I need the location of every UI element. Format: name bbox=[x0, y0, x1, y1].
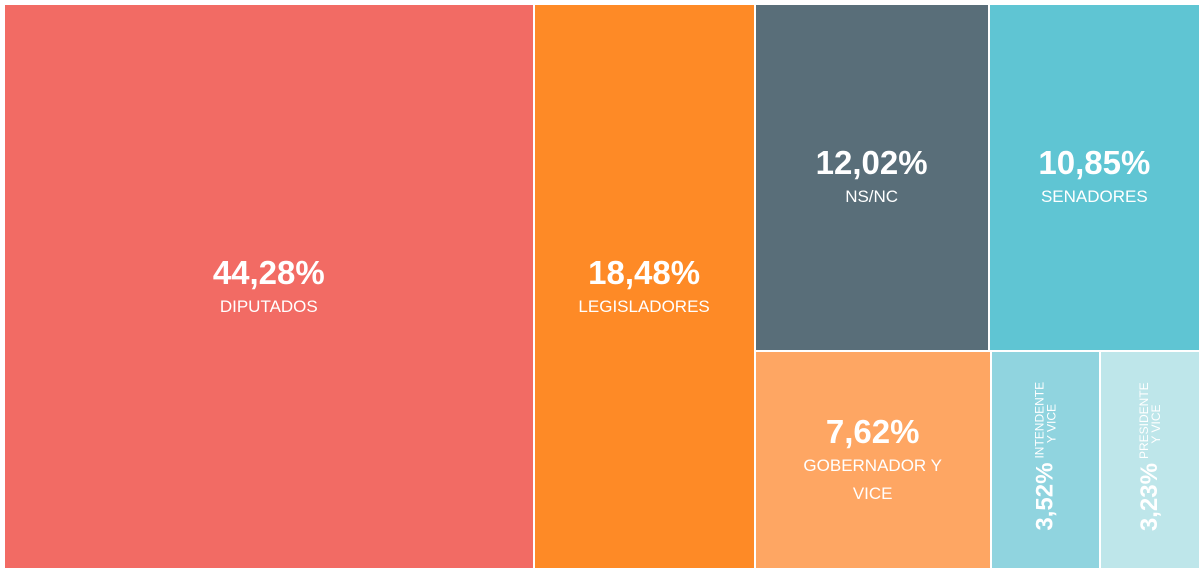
value-label: 3,23% bbox=[1135, 462, 1163, 532]
tile-label: 12,02% NS/NC bbox=[766, 5, 978, 350]
value-label: 12,02% bbox=[815, 144, 928, 182]
tile: 3,52% INTENDENTE Y VICE bbox=[991, 351, 1099, 568]
category-label: GOBERNADOR Y VICE bbox=[803, 455, 942, 503]
category-label: SENADORES bbox=[1040, 187, 1148, 207]
tile: 10,85% SENADORES bbox=[989, 5, 1199, 350]
tile-label: 3,23% PRESIDENTE Y VICE bbox=[1101, 352, 1199, 568]
tile-label: 10,85% SENADORES bbox=[1000, 5, 1189, 350]
tile-label: 18,48% LEGISLADORES bbox=[545, 5, 744, 568]
tile-label: 44,28% DIPUTADOS bbox=[15, 5, 523, 568]
tile: 3,23% PRESIDENTE Y VICE bbox=[1100, 351, 1199, 568]
category-label: DIPUTADOS bbox=[219, 296, 318, 316]
value-label: 18,48% bbox=[588, 253, 701, 291]
tile: 44,28% DIPUTADOS bbox=[5, 5, 533, 568]
value-label: 44,28% bbox=[212, 253, 325, 291]
value-label: 7,62% bbox=[825, 412, 920, 450]
tile: 12,02% NS/NC bbox=[755, 5, 988, 350]
tile-label: 7,62% GOBERNADOR Y VICE bbox=[766, 352, 980, 568]
category-label: NS/NC bbox=[845, 187, 899, 207]
category-label: LEGISLADORES bbox=[578, 296, 710, 316]
tile-label: 3,52% INTENDENTE Y VICE bbox=[992, 352, 1099, 568]
value-label: 3,52% bbox=[1031, 462, 1059, 532]
tile: 7,62% GOBERNADOR Y VICE bbox=[755, 351, 990, 568]
category-label: PRESIDENTE Y VICE bbox=[1136, 382, 1163, 459]
tile: 18,48% LEGISLADORES bbox=[534, 5, 754, 568]
value-label: 10,85% bbox=[1038, 144, 1151, 182]
category-label: INTENDENTE Y VICE bbox=[1032, 382, 1059, 459]
